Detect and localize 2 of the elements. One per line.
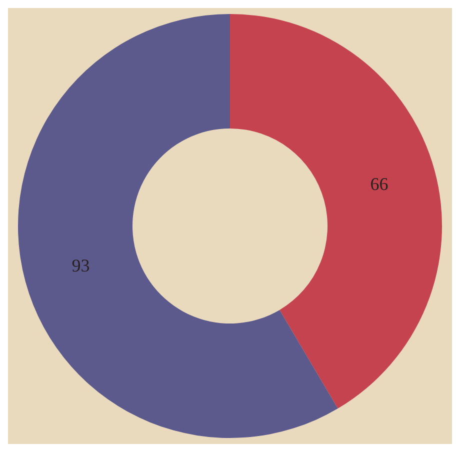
data-label: 93: [72, 256, 90, 276]
data-label: 66: [370, 174, 388, 194]
